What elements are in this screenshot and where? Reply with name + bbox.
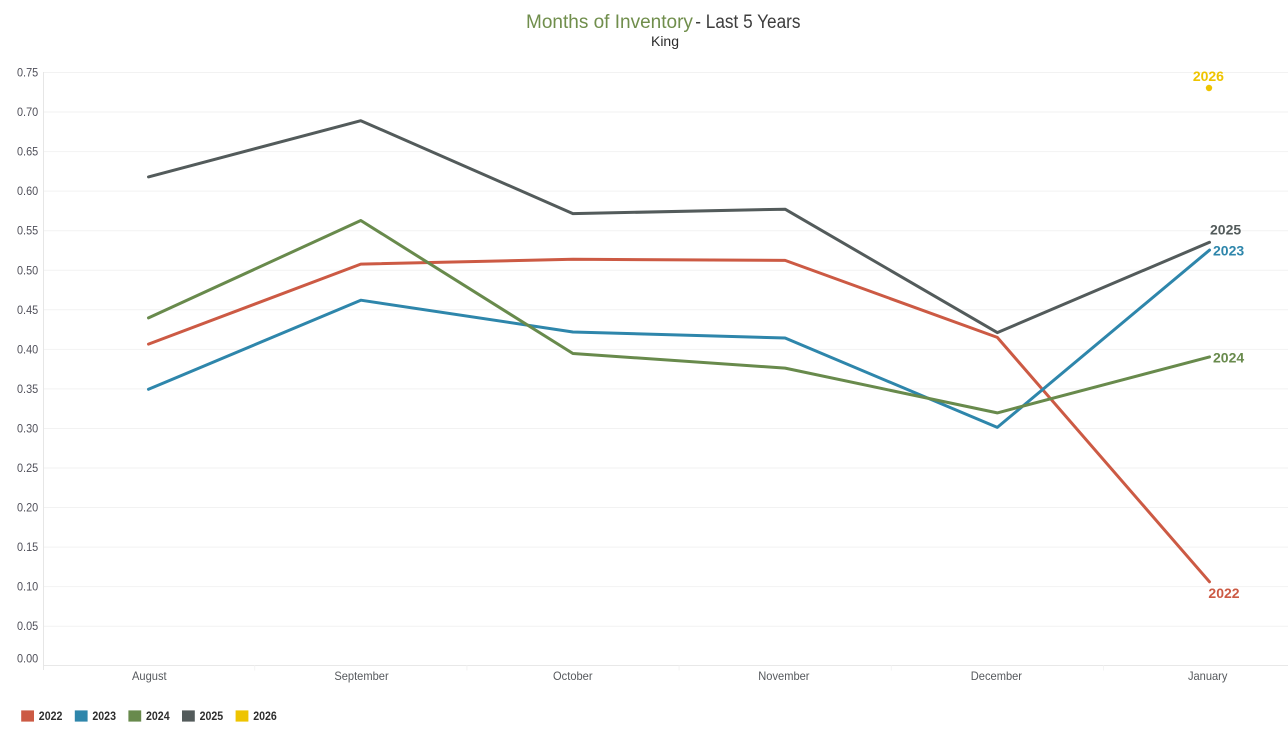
svg-text:2024: 2024 bbox=[1213, 349, 1244, 365]
svg-text:Months of Inventory: Months of Inventory bbox=[526, 12, 693, 33]
svg-text:- Last 5 Years: - Last 5 Years bbox=[695, 12, 800, 33]
svg-text:2024: 2024 bbox=[146, 711, 170, 723]
svg-text:0.75: 0.75 bbox=[17, 66, 38, 80]
svg-text:0.10: 0.10 bbox=[17, 580, 38, 594]
svg-text:0.50: 0.50 bbox=[17, 263, 38, 277]
svg-text:0.05: 0.05 bbox=[17, 619, 38, 633]
svg-text:2025: 2025 bbox=[1210, 222, 1241, 238]
svg-text:September: September bbox=[334, 669, 388, 683]
svg-text:2025: 2025 bbox=[200, 711, 224, 723]
svg-text:0.20: 0.20 bbox=[17, 500, 38, 514]
svg-text:August: August bbox=[132, 669, 167, 683]
svg-text:2023: 2023 bbox=[1213, 243, 1244, 259]
svg-text:0.15: 0.15 bbox=[17, 540, 38, 554]
svg-text:0.25: 0.25 bbox=[17, 461, 38, 475]
svg-text:0.70: 0.70 bbox=[17, 105, 38, 119]
svg-text:2026: 2026 bbox=[253, 711, 277, 723]
svg-text:October: October bbox=[553, 669, 593, 683]
svg-text:0.40: 0.40 bbox=[17, 342, 38, 356]
svg-text:0.65: 0.65 bbox=[17, 145, 38, 159]
svg-text:2023: 2023 bbox=[92, 711, 116, 723]
svg-text:2026: 2026 bbox=[1193, 68, 1224, 84]
svg-text:2022: 2022 bbox=[1208, 585, 1239, 601]
svg-text:King: King bbox=[651, 33, 679, 49]
svg-text:2022: 2022 bbox=[39, 711, 63, 723]
svg-text:0.00: 0.00 bbox=[17, 652, 38, 666]
svg-text:0.30: 0.30 bbox=[17, 421, 38, 435]
svg-text:0.60: 0.60 bbox=[17, 184, 38, 198]
svg-text:November: November bbox=[758, 669, 809, 683]
svg-text:0.45: 0.45 bbox=[17, 303, 38, 317]
svg-text:January: January bbox=[1188, 669, 1228, 683]
svg-text:0.35: 0.35 bbox=[17, 382, 38, 396]
svg-text:December: December bbox=[971, 669, 1022, 683]
svg-text:0.55: 0.55 bbox=[17, 224, 38, 238]
